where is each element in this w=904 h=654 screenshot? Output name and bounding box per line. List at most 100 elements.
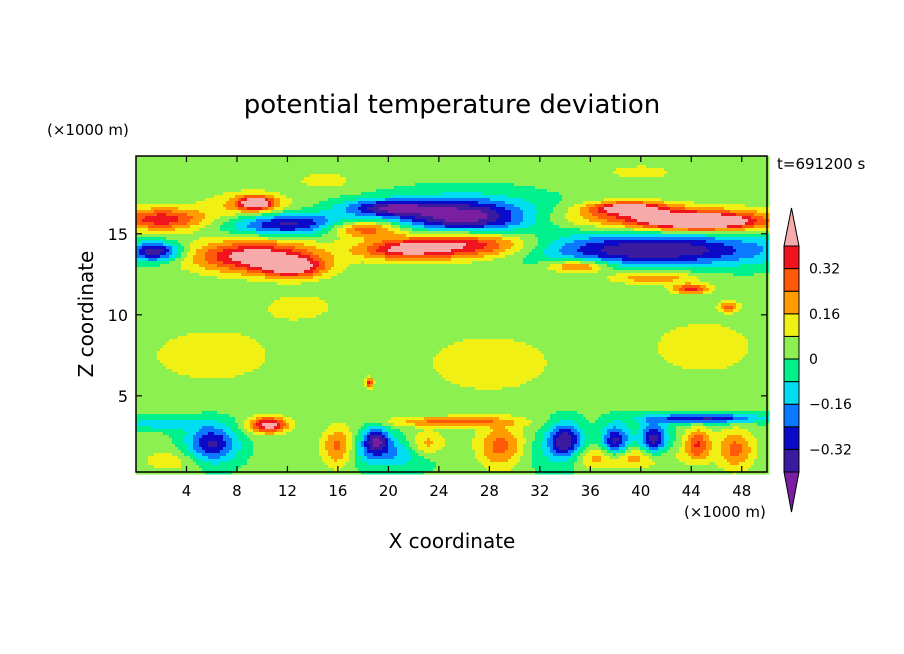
field-cell — [415, 174, 419, 178]
field-cell — [589, 207, 593, 211]
field-cell — [424, 162, 428, 166]
field-cell — [514, 156, 518, 160]
field-cell — [541, 168, 545, 172]
field-cell — [190, 219, 194, 223]
field-cell — [349, 198, 353, 202]
field-cell — [325, 225, 329, 229]
field-cell — [733, 162, 737, 166]
field-cell — [388, 192, 392, 196]
field-cell — [223, 183, 227, 187]
field-cell — [424, 168, 428, 172]
field-cell — [421, 216, 425, 220]
field-cell — [286, 171, 290, 175]
field-cell — [523, 177, 527, 181]
field-cell — [358, 171, 362, 175]
field-cell — [577, 207, 581, 211]
field-cell — [628, 159, 632, 163]
field-cell — [307, 162, 311, 166]
field-cell — [340, 168, 344, 172]
field-cell — [655, 204, 659, 208]
field-cell — [184, 192, 188, 196]
field-cell — [232, 222, 236, 226]
field-cell — [565, 216, 569, 220]
field-cell — [637, 222, 641, 226]
field-cell — [241, 207, 245, 211]
field-cell — [736, 162, 740, 166]
field-cell — [385, 183, 389, 187]
field-cell — [469, 195, 473, 199]
field-cell — [622, 192, 626, 196]
field-cell — [328, 183, 332, 187]
field-cell — [751, 162, 755, 166]
field-cell — [328, 177, 332, 181]
field-cell — [163, 204, 167, 208]
field-cell — [244, 162, 248, 166]
field-cell — [745, 189, 749, 193]
field-cell — [577, 201, 581, 205]
field-cell — [268, 204, 272, 208]
field-cell — [220, 198, 224, 202]
field-cell — [352, 207, 356, 211]
field-cell — [466, 159, 470, 163]
field-cell — [349, 219, 353, 223]
field-cell — [655, 198, 659, 202]
field-cell — [355, 174, 359, 178]
field-cell — [421, 225, 425, 229]
field-cell — [544, 213, 548, 217]
field-cell — [592, 201, 596, 205]
field-cell — [388, 207, 392, 211]
field-cell — [751, 222, 755, 226]
field-cell — [331, 168, 335, 172]
field-cell — [622, 201, 626, 205]
field-cell — [571, 177, 575, 181]
field-cell — [250, 162, 254, 166]
field-cell — [727, 222, 731, 226]
field-cell — [289, 207, 293, 211]
field-cell — [601, 216, 605, 220]
field-cell — [685, 210, 689, 214]
field-cell — [343, 165, 347, 169]
field-cell — [589, 162, 593, 166]
field-cell — [664, 171, 668, 175]
field-cell — [538, 195, 542, 199]
field-cell — [562, 219, 566, 223]
field-cell — [205, 195, 209, 199]
field-cell — [262, 177, 266, 181]
field-cell — [433, 195, 437, 199]
field-cell — [490, 180, 494, 184]
field-cell — [490, 201, 494, 205]
field-cell — [574, 156, 578, 160]
field-cell — [613, 207, 617, 211]
field-cell — [667, 204, 671, 208]
field-cell — [238, 222, 242, 226]
field-cell — [403, 222, 407, 226]
field-cell — [379, 183, 383, 187]
field-cell — [535, 216, 539, 220]
field-cell — [232, 156, 236, 160]
field-cell — [262, 174, 266, 178]
field-cell — [244, 207, 248, 211]
field-cell — [160, 210, 164, 214]
field-cell — [136, 216, 140, 220]
field-cell — [151, 192, 155, 196]
field-cell — [226, 159, 230, 163]
field-cell — [508, 159, 512, 163]
field-cell — [610, 210, 614, 214]
field-cell — [643, 207, 647, 211]
field-cell — [745, 222, 749, 226]
field-cell — [169, 189, 173, 193]
field-cell — [163, 219, 167, 223]
field-cell — [610, 162, 614, 166]
field-cell — [550, 162, 554, 166]
field-cell — [745, 207, 749, 211]
field-cell — [508, 207, 512, 211]
field-cell — [493, 201, 497, 205]
field-cell — [748, 165, 752, 169]
field-cell — [499, 192, 503, 196]
field-cell — [382, 210, 386, 214]
field-cell — [163, 186, 167, 190]
field-cell — [718, 189, 722, 193]
field-cell — [451, 159, 455, 163]
field-cell — [757, 171, 761, 175]
field-cell — [274, 210, 278, 214]
